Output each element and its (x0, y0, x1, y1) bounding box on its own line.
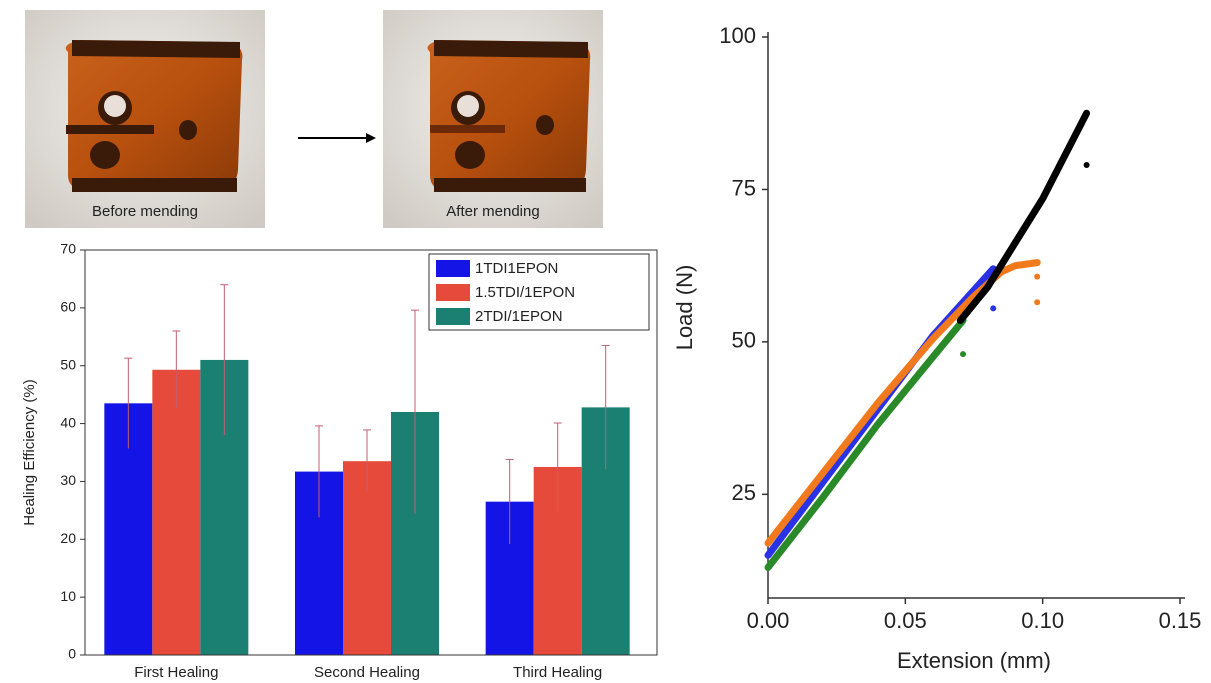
y-axis-label: Healing Efficiency (%) (21, 379, 38, 525)
y-tick-label: 70 (60, 241, 76, 257)
bar (343, 461, 391, 655)
x-tick-label: 0.05 (884, 608, 927, 633)
x-axis-label: Extension (mm) (897, 648, 1051, 673)
y-tick-label: 25 (732, 480, 756, 505)
legend-swatch (436, 260, 470, 277)
failure-point (1034, 273, 1041, 280)
legend-label: 1TDI1EPON (475, 260, 558, 277)
failure-point (990, 305, 997, 312)
y-tick-label: 100 (719, 23, 756, 48)
y-tick-label: 10 (60, 588, 76, 604)
legend-swatch (436, 308, 470, 325)
legend-label: 2TDI/1EPON (475, 308, 563, 325)
photo-after: After mending (383, 10, 603, 228)
x-tick-label: 0.15 (1159, 608, 1202, 633)
failure-point (960, 351, 967, 358)
legend-swatch (436, 284, 470, 301)
photo-caption: Before mending (92, 203, 198, 220)
legend-label: 1.5TDI/1EPON (475, 284, 575, 301)
photo-before: Before mending (25, 10, 265, 228)
x-tick-label: Second Healing (314, 664, 420, 681)
bar (152, 369, 201, 655)
failure-point (1034, 299, 1041, 306)
arrow (298, 133, 376, 143)
y-axis-label: Load (N) (672, 265, 697, 351)
failure-point (1083, 162, 1090, 169)
x-tick-label: 0.00 (747, 608, 790, 633)
plot-frame (84, 249, 658, 656)
y-tick-label: 50 (732, 328, 756, 353)
y-tick-label: 40 (60, 414, 76, 430)
load-curve (956, 109, 1091, 324)
y-tick-label: 0 (68, 646, 76, 662)
y-tick-label: 75 (732, 175, 756, 200)
y-tick-label: 20 (60, 530, 76, 546)
y-tick-label: 60 (60, 299, 76, 315)
x-tick-label: First Healing (134, 664, 218, 681)
x-tick-label: Third Healing (513, 664, 602, 681)
x-tick-label: 0.10 (1021, 608, 1064, 633)
y-tick-label: 50 (60, 356, 76, 372)
photo-caption: After mending (446, 203, 539, 220)
load-curve (764, 259, 1041, 547)
load-curve (764, 317, 967, 571)
y-tick-label: 30 (60, 472, 76, 488)
